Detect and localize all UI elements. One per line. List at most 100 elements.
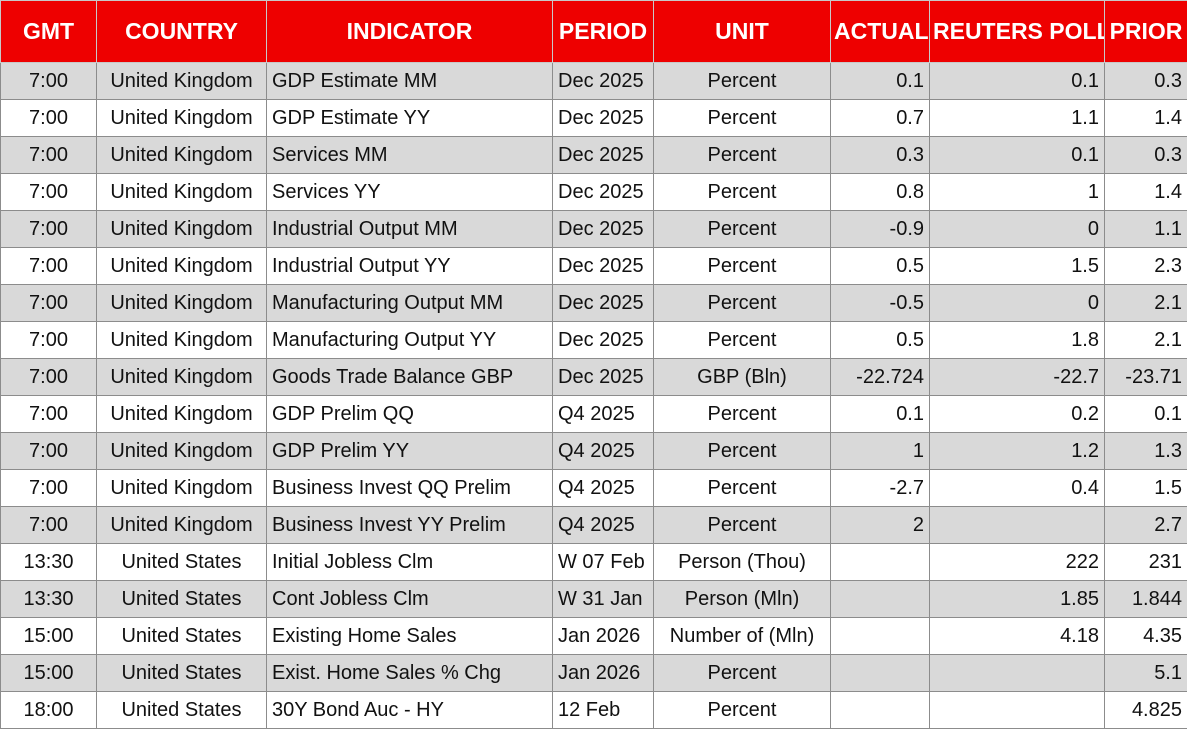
cell-country: United States <box>97 618 267 655</box>
cell-indicator: GDP Prelim QQ <box>267 396 553 433</box>
cell-gmt: 7:00 <box>1 100 97 137</box>
cell-prior: 1.1 <box>1105 211 1187 248</box>
cell-prior: -23.71 <box>1105 359 1187 396</box>
cell-country: United Kingdom <box>97 248 267 285</box>
cell-unit: Person (Mln) <box>654 581 831 618</box>
cell-prior: 1.4 <box>1105 174 1187 211</box>
cell-prior: 0.3 <box>1105 63 1187 100</box>
cell-reuters-poll: 1.8 <box>930 322 1105 359</box>
cell-period: Dec 2025 <box>553 63 654 100</box>
cell-country: United States <box>97 544 267 581</box>
header-gmt: GMT <box>1 1 97 63</box>
cell-unit: Percent <box>654 248 831 285</box>
cell-indicator: GDP Prelim YY <box>267 433 553 470</box>
cell-gmt: 18:00 <box>1 692 97 729</box>
cell-gmt: 7:00 <box>1 137 97 174</box>
cell-actual: 2 <box>831 507 930 544</box>
cell-reuters-poll <box>930 507 1105 544</box>
cell-indicator: 30Y Bond Auc - HY <box>267 692 553 729</box>
cell-prior: 4.825 <box>1105 692 1187 729</box>
header-period: PERIOD <box>553 1 654 63</box>
cell-indicator: Business Invest QQ Prelim <box>267 470 553 507</box>
cell-reuters-poll: 0.1 <box>930 63 1105 100</box>
cell-reuters-poll: 0 <box>930 211 1105 248</box>
cell-period: W 07 Feb <box>553 544 654 581</box>
cell-period: Dec 2025 <box>553 322 654 359</box>
cell-reuters-poll: 1.5 <box>930 248 1105 285</box>
cell-prior: 1.5 <box>1105 470 1187 507</box>
cell-period: Dec 2025 <box>553 100 654 137</box>
cell-prior: 5.1 <box>1105 655 1187 692</box>
cell-unit: Percent <box>654 100 831 137</box>
cell-prior: 4.35 <box>1105 618 1187 655</box>
cell-country: United States <box>97 655 267 692</box>
cell-country: United Kingdom <box>97 174 267 211</box>
cell-prior: 2.1 <box>1105 285 1187 322</box>
cell-gmt: 7:00 <box>1 507 97 544</box>
header-prior: PRIOR <box>1105 1 1187 63</box>
cell-prior: 0.3 <box>1105 137 1187 174</box>
cell-country: United Kingdom <box>97 507 267 544</box>
cell-unit: Percent <box>654 507 831 544</box>
cell-indicator: Manufacturing Output MM <box>267 285 553 322</box>
cell-actual <box>831 544 930 581</box>
cell-period: Dec 2025 <box>553 137 654 174</box>
cell-gmt: 7:00 <box>1 359 97 396</box>
cell-reuters-poll <box>930 692 1105 729</box>
cell-country: United Kingdom <box>97 433 267 470</box>
cell-actual: 0.3 <box>831 137 930 174</box>
cell-country: United Kingdom <box>97 137 267 174</box>
cell-prior: 2.1 <box>1105 322 1187 359</box>
cell-gmt: 7:00 <box>1 174 97 211</box>
cell-period: Dec 2025 <box>553 285 654 322</box>
cell-unit: Number of (Mln) <box>654 618 831 655</box>
table-header: GMT COUNTRY INDICATOR PERIOD UNIT ACTUAL… <box>1 1 1187 63</box>
cell-indicator: Exist. Home Sales % Chg <box>267 655 553 692</box>
cell-gmt: 7:00 <box>1 322 97 359</box>
cell-period: Q4 2025 <box>553 433 654 470</box>
cell-actual <box>831 618 930 655</box>
cell-unit: Percent <box>654 396 831 433</box>
cell-gmt: 15:00 <box>1 618 97 655</box>
cell-actual <box>831 692 930 729</box>
cell-actual: 0.1 <box>831 63 930 100</box>
cell-indicator: Manufacturing Output YY <box>267 322 553 359</box>
cell-gmt: 15:00 <box>1 655 97 692</box>
cell-prior: 1.3 <box>1105 433 1187 470</box>
cell-reuters-poll: 0.4 <box>930 470 1105 507</box>
cell-period: Dec 2025 <box>553 359 654 396</box>
cell-period: 12 Feb <box>553 692 654 729</box>
cell-actual: 0.8 <box>831 174 930 211</box>
cell-reuters-poll: 4.18 <box>930 618 1105 655</box>
cell-gmt: 7:00 <box>1 63 97 100</box>
cell-reuters-poll: 1.2 <box>930 433 1105 470</box>
cell-country: United Kingdom <box>97 285 267 322</box>
cell-unit: Percent <box>654 174 831 211</box>
cell-period: Jan 2026 <box>553 655 654 692</box>
cell-unit: Percent <box>654 137 831 174</box>
cell-unit: Percent <box>654 433 831 470</box>
cell-reuters-poll: 0 <box>930 285 1105 322</box>
cell-gmt: 7:00 <box>1 285 97 322</box>
cell-actual: 1 <box>831 433 930 470</box>
cell-unit: GBP (Bln) <box>654 359 831 396</box>
cell-period: W 31 Jan <box>553 581 654 618</box>
cell-indicator: GDP Estimate MM <box>267 63 553 100</box>
cell-period: Q4 2025 <box>553 507 654 544</box>
cell-actual: -0.5 <box>831 285 930 322</box>
cell-gmt: 7:00 <box>1 396 97 433</box>
cell-country: United Kingdom <box>97 396 267 433</box>
cell-indicator: Industrial Output YY <box>267 248 553 285</box>
header-unit: UNIT <box>654 1 831 63</box>
cell-reuters-poll: 222 <box>930 544 1105 581</box>
cell-period: Q4 2025 <box>553 470 654 507</box>
cell-period: Q4 2025 <box>553 396 654 433</box>
